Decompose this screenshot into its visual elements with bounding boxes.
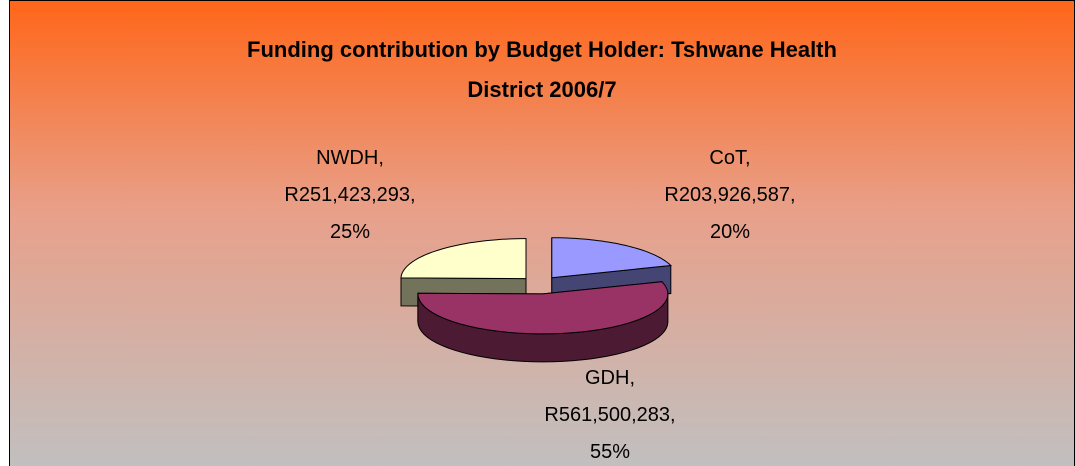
data-label: CoT, R203,926,587, 20% [600,140,860,251]
label-text: , [629,367,635,389]
label-line: GDH, [480,360,740,397]
label-text: 20% [709,221,751,243]
label-line: CoT, [600,140,860,177]
label-text: , [745,147,751,169]
label-line: R203,926,587, [600,177,860,214]
label-line: 20% [600,214,860,251]
data-label: GDH, R561,500,283, 55% [480,360,740,466]
label-text: , [670,404,676,426]
label-line: 55% [480,434,740,466]
label-line: NWDH, [220,140,480,177]
data-label: NWDH, R251,423,293, 25% [220,140,480,251]
label-text: 25% [329,221,371,243]
chart-area [9,0,1075,466]
pie [400,237,672,363]
label-text: , [790,184,796,206]
label-line: R251,423,293, [220,177,480,214]
label-text: , [410,184,416,206]
label-text: 55% [589,441,631,463]
slice [417,281,669,335]
chart-title: Funding contribution by Budget Holder: T… [247,37,837,102]
label-text: NWDH [316,147,379,169]
label-text: R203,926,587 [664,184,791,206]
label-text: CoT [709,147,745,169]
label-text: R561,500,283 [544,404,671,426]
label-line: 25% [220,214,480,251]
slice [551,237,672,279]
label-text: R251,423,293 [284,184,411,206]
slice [400,238,527,280]
label-text: , [378,147,384,169]
label-text: GDH [584,367,630,389]
title-box: Funding contribution by Budget Holder: T… [9,30,1075,110]
label-line: R561,500,283, [480,397,740,434]
